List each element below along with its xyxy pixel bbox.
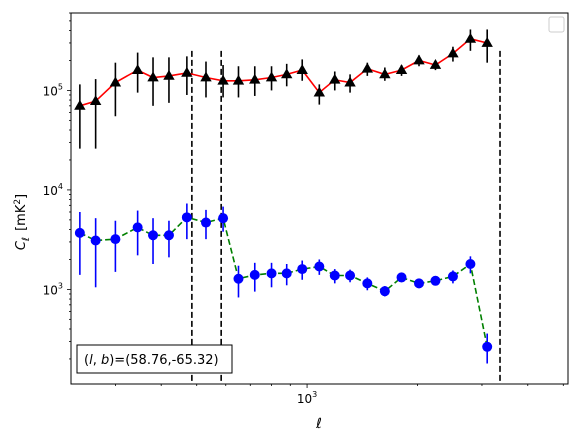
y-tick-label-0: 103 [43,281,63,297]
data-point-0-11 [265,71,278,82]
data-point-0-17 [361,62,374,73]
data-point-0-4 [147,71,159,82]
legend-box [548,16,565,33]
data-point-0-20 [413,54,425,65]
x-tick-label-0: 103 [297,390,317,406]
x-axis-label: ℓ [315,416,322,432]
data-point-0-23 [464,32,477,43]
data-point-0-21 [429,59,442,69]
data-point-0-13 [296,64,308,75]
data-point-0-15 [329,73,341,84]
series-markers [74,32,493,352]
data-point-1-17 [362,278,373,289]
y-tick-label-2: 105 [43,82,63,98]
data-point-1-18 [379,286,390,297]
data-point-0-14 [313,86,326,97]
data-point-0-12 [281,68,293,79]
data-point-0-0 [74,99,86,110]
data-point-1-12 [281,268,292,279]
vertical-lines [191,50,501,384]
data-point-1-22 [447,271,458,282]
series-line-1 [79,216,488,347]
annotation-box: (l, b)=(58.76,-65.32) [76,344,233,374]
y-tick-label-1: 104 [43,182,63,198]
data-point-1-3 [132,222,143,233]
data-point-1-8 [218,213,229,224]
data-point-1-9 [233,273,244,284]
annotation-text: (l, b)=(58.76,-65.32) [84,353,219,368]
plot-frame [70,12,569,385]
data-point-1-0 [74,227,85,238]
data-point-1-15 [329,270,340,281]
data-point-1-21 [430,275,441,286]
error-bars [79,29,488,364]
data-point-1-7 [200,217,211,228]
data-point-0-2 [109,76,122,87]
data-point-1-1 [90,235,101,246]
data-point-1-20 [414,278,425,289]
data-point-0-10 [249,73,261,84]
data-point-1-2 [110,234,121,245]
data-point-1-13 [297,264,308,275]
data-point-1-14 [314,261,325,272]
y-axis-label: Cℓ[mK2] [13,194,32,250]
data-point-1-4 [148,230,159,241]
data-point-0-16 [344,76,356,87]
data-point-0-18 [379,68,391,79]
data-point-1-23 [465,259,476,270]
series-lines [79,37,488,347]
data-point-1-16 [345,270,356,281]
data-point-0-6 [181,66,193,77]
data-point-0-1 [89,95,102,106]
data-point-0-7 [200,71,212,82]
data-point-0-24 [481,36,493,47]
data-point-1-11 [266,268,277,279]
data-point-1-10 [249,269,260,280]
data-point-0-5 [163,69,175,80]
data-point-1-19 [396,272,407,283]
data-point-1-5 [163,230,174,241]
data-point-0-9 [232,74,245,85]
data-point-1-24 [482,341,493,352]
data-point-0-22 [447,47,459,58]
data-point-0-8 [217,74,229,85]
data-point-1-6 [181,212,192,223]
data-point-0-3 [131,64,144,75]
data-point-0-19 [395,64,408,75]
